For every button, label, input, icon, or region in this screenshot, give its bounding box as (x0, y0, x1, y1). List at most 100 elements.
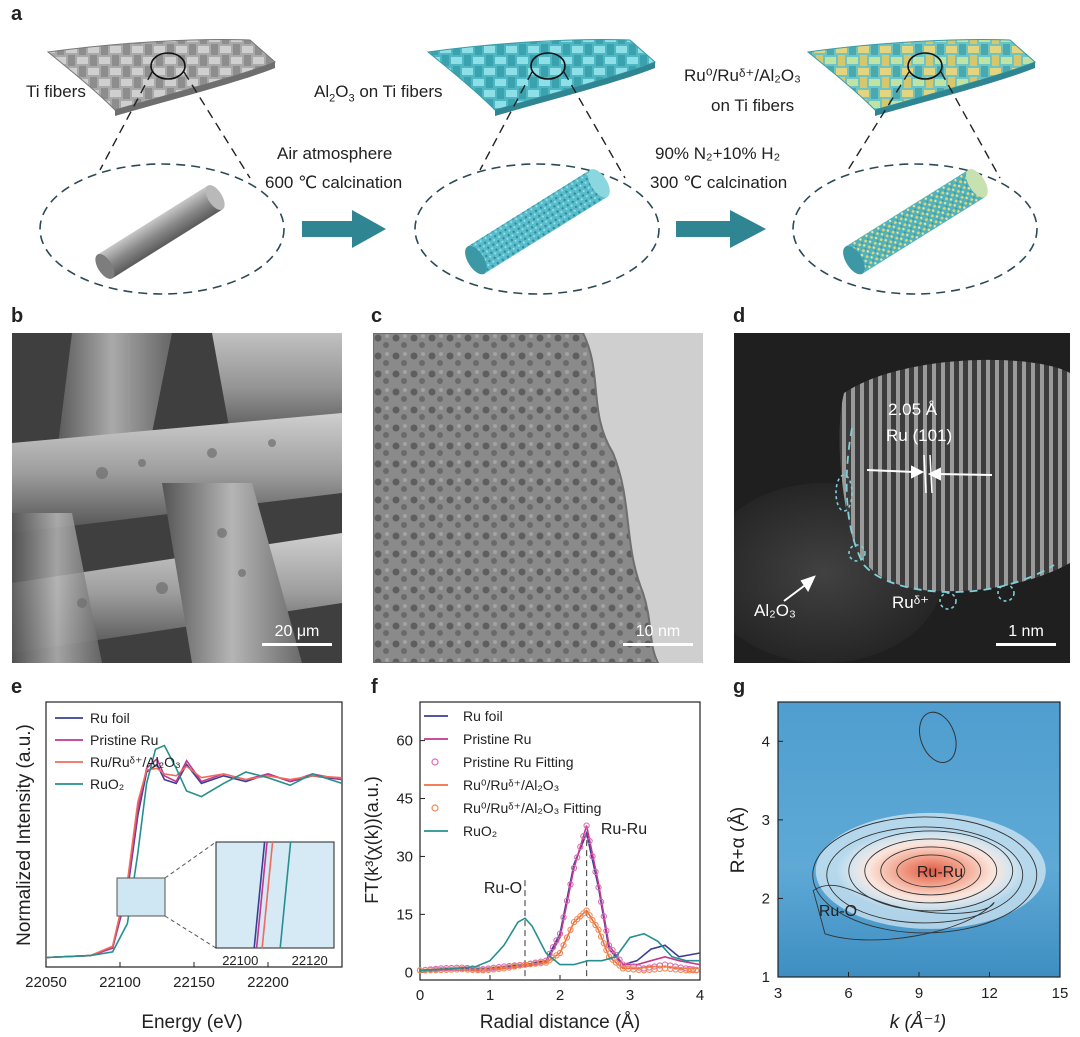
panel-letter-d: d (733, 305, 746, 327)
xanes-legend-label: Pristine Ru (90, 732, 158, 748)
exafs-fit-point-4 (689, 967, 697, 974)
exafs-line-0 (419, 830, 701, 972)
exafs-fit-point-2 (600, 913, 607, 920)
step1-temperature: 600 ℃ calcination (265, 173, 403, 192)
xanes-inset-line-3 (279, 841, 292, 949)
wavelet-contour (848, 830, 1014, 912)
zoom-circle-2 (530, 52, 566, 80)
scale-bar-d: 1 nm (996, 623, 1056, 646)
label-sub2: 2 (329, 92, 336, 105)
xanes-ticks: 22050 22100 22150 22200 (25, 962, 289, 991)
exafs-ytick-label: 0 (405, 964, 413, 981)
exafs-fit-point-4 (556, 949, 564, 957)
label-al2o3-on-ti: Al2O3 on Ti fibers (314, 82, 442, 104)
exafs-fit-point-2 (589, 853, 596, 860)
xanes-xtick-label: 22150 (173, 974, 215, 991)
exafs-xtick-label: 2 (556, 987, 564, 1004)
exafs-chart: 0 1 2 3 4 0 15 30 45 60 Ru foil Pristine Ru Pristin… (362, 701, 704, 1033)
label-sub3: 3 (348, 92, 355, 105)
xanes-legend: Ru foil Pristine Ru Ru/Ruᵟ⁺/Al₂O₃ RuO₂ (55, 710, 181, 792)
wavelet-contour (826, 826, 1024, 924)
ru-al2o3-rod (843, 169, 988, 275)
exafs-xtick-label: 1 (486, 987, 494, 1004)
process-arrow-1 (302, 210, 386, 248)
xanes-line-3 (45, 744, 343, 959)
exafs-xtick-label: 0 (416, 987, 424, 1004)
scale-label-d: 1 nm (1008, 623, 1044, 640)
ru-o-annotation: Ru-O (484, 880, 522, 897)
exafs-line-1 (419, 825, 701, 972)
wavelet-xtick-label: 9 (915, 985, 923, 1002)
process-arrow-2 (676, 210, 766, 248)
ti-rod (95, 185, 225, 279)
label-ti-fibers: Ti fibers (26, 82, 86, 101)
exafs-ytick-label: 45 (396, 791, 413, 808)
panel-letter-c: c (371, 305, 383, 327)
wavelet-contour (880, 846, 982, 896)
haadf-lattice (734, 333, 1070, 663)
wavelet-ru-ru-label: Ru-Ru (917, 864, 963, 881)
xanes-inset-series: 22100 22120 (222, 841, 328, 968)
wavelet-ru-o-label: Ru-O (819, 903, 857, 920)
zoom-ellipse-3 (792, 163, 1038, 295)
exafs-legend-label: Pristine Ru Fitting (463, 754, 573, 770)
exafs-fit-point-4 (600, 940, 607, 947)
exafs-ytick-label: 15 (396, 906, 413, 923)
panel-letter-g: g (733, 676, 746, 698)
exafs-fit-point-4 (567, 926, 574, 933)
wavelet-ytick-label: 2 (762, 890, 770, 907)
wavelet-xtick-label: 12 (981, 985, 998, 1002)
exafs-fit-point-2 (563, 897, 571, 904)
label-al: Al (314, 82, 330, 101)
exafs-fit-point-2 (597, 898, 605, 905)
exafs-fit-point-4 (597, 933, 605, 940)
zoom-box (116, 877, 166, 917)
xanes-inset-line-0 (253, 841, 266, 949)
al2o3-rod (465, 169, 610, 275)
exafs-fit-point-2 (586, 837, 593, 845)
exafs-ylabel: FT(k³(χ(k))(a.u.) (362, 776, 382, 903)
zoom-circle-1 (150, 52, 186, 80)
tem-image: 10 nm (373, 333, 703, 663)
wavelet-xtick-label: 15 (1052, 985, 1069, 1002)
exafs-fit-point-4 (583, 907, 590, 914)
scale-line-c (623, 643, 693, 646)
exafs-fit-point-2 (595, 884, 602, 891)
exafs-fit-point-4 (592, 921, 599, 929)
step2-atmosphere: 90% N₂+10% H₂ (655, 144, 781, 163)
exafs-fit-point-2 (549, 944, 557, 951)
exafs-fit-point-4 (693, 967, 700, 974)
exafs-fit-point-4 (586, 912, 593, 919)
exafs-fit-point-2 (560, 914, 567, 921)
wavelet-xlabel: k (Å⁻¹) (890, 1012, 946, 1033)
schematic-figure (39, 39, 1038, 295)
wavelet-contour (812, 816, 1038, 934)
panel-letter-b: b (11, 305, 24, 327)
zoom-ellipse-1 (39, 163, 285, 295)
panel-letter-f: f (371, 676, 378, 698)
wavelet-contour (864, 838, 998, 904)
exafs-fit-point-2 (567, 881, 574, 888)
wavelet-xtick-label: 6 (844, 985, 852, 1002)
xanes-inset-line-2 (261, 841, 274, 949)
scale-label-b: 20 μm (274, 623, 320, 640)
exafs-fit-point-2 (609, 946, 616, 954)
ru-ru-annotation: Ru-Ru (601, 821, 647, 838)
d-spacing-label: 2.05 Å (888, 400, 938, 419)
ru-loaded-mesh (806, 39, 1036, 116)
wavelet-ytick-label: 1 (762, 969, 770, 986)
exafs-fit-point-4 (682, 967, 690, 974)
wavelet-ylabel: R+α (Å) (728, 807, 749, 873)
step2-temperature: 300 ℃ calcination (650, 173, 788, 192)
exafs-line-5 (419, 917, 700, 972)
sem-fibers (12, 333, 342, 663)
exafs-legend-label: RuO₂ (463, 823, 497, 839)
wavelet-minor-contour (919, 711, 957, 763)
exafs-fit-point-4 (560, 942, 567, 949)
exafs-fit-point-4 (686, 967, 693, 974)
xanes-inset-line-1 (255, 841, 268, 949)
xanes-ylabel: Normalized Intensity (a.u.) (14, 724, 35, 946)
exafs-ytick-label: 60 (396, 733, 413, 750)
